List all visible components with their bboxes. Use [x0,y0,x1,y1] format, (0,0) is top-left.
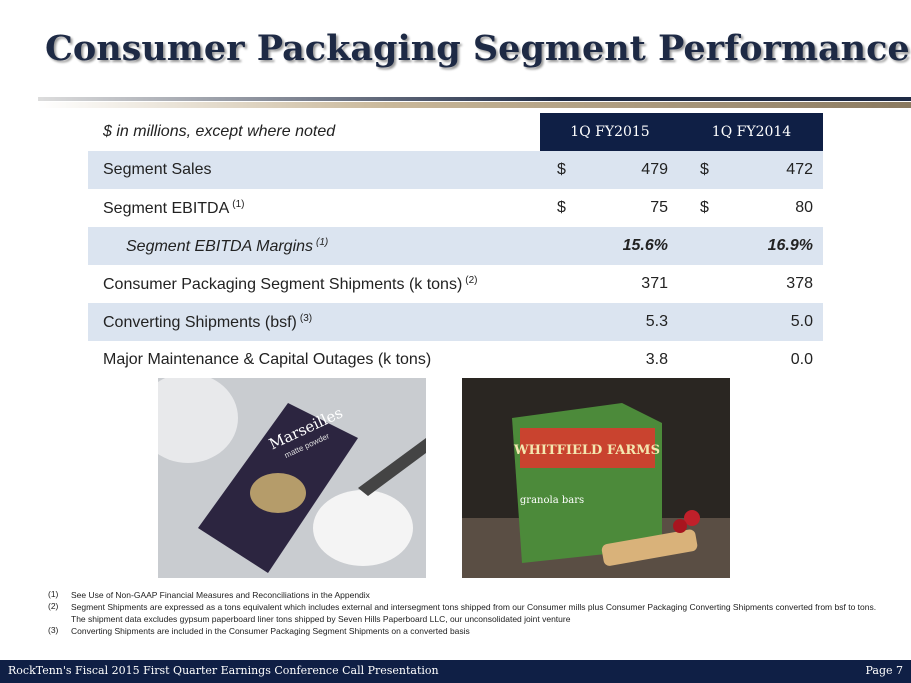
cell-value: 80 [795,199,813,216]
product-text: granola bars [520,495,584,506]
footnote-ref: (1) [316,237,329,248]
column-header: 1Q FY2015 [540,113,680,151]
product-photo-powder: Marseilles matte powder [158,378,426,578]
footer-text: RockTenn's Fiscal 2015 First Quarter Ear… [8,664,439,677]
footnote-text: Converting Shipments are included in the… [71,626,470,636]
currency: $ [557,161,566,178]
cell-value: 479 [641,161,668,178]
cell-value: 0.0 [790,351,813,368]
footnote-marker: (1) [48,589,59,599]
row-label-text: Converting Shipments (bsf) [103,314,297,331]
row-label-text: Segment Sales [103,161,212,178]
title-rule-shadow [38,102,911,108]
brand-text: WHITFIELD FARMS [513,443,660,458]
row-label-text: Segment EBITDA [103,200,230,217]
row-label-text: Segment EBITDA Margins [126,238,314,255]
cell-value: 75 [650,199,668,216]
table-row: Major Maintenance & Capital Outages (k t… [88,341,823,379]
row-label: Segment Sales [103,161,212,179]
table-row: Segment EBITDA (1) $75 $80 [88,189,823,227]
cell-value: 16.9% [767,237,813,254]
cell-value: 378 [786,275,813,292]
slide-title: Consumer Packaging Segment Performance [45,28,910,69]
footnote-text: Segment Shipments are expressed as a ton… [71,602,877,624]
cell-value: 15.6% [622,237,668,254]
column-header: 1Q FY2014 [680,113,823,151]
cell-value: 5.3 [645,313,668,330]
table-row: Segment EBITDA Margins (1) 15.6% 16.9% [88,227,823,265]
row-label: Converting Shipments (bsf) (3) [103,313,312,332]
table-row: Consumer Packaging Segment Shipments (k … [88,265,823,303]
cell-value: 5.0 [790,313,813,330]
row-label-text: Consumer Packaging Segment Shipments (k … [103,276,463,293]
cell-value: 371 [641,275,668,292]
footnote-ref: (3) [299,313,313,324]
cell-value: 472 [786,161,813,178]
footnote-marker: (3) [48,625,59,635]
row-label: Segment EBITDA Margins (1) [126,237,328,256]
footnote-ref: (1) [232,199,245,210]
row-label: Major Maintenance & Capital Outages (k t… [103,351,431,369]
currency: $ [700,161,709,178]
row-label: Segment EBITDA (1) [103,199,245,218]
row-label: Consumer Packaging Segment Shipments (k … [103,275,478,294]
table-row: Segment Sales $479 $472 [88,151,823,189]
row-label-text: Major Maintenance & Capital Outages (k t… [103,351,432,368]
page-number: Page 7 [865,664,903,677]
footer-bar [0,660,911,683]
footnote-text: See Use of Non-GAAP Financial Measures a… [71,590,370,600]
currency: $ [700,199,709,216]
table-caption: $ in millions, except where noted [103,123,336,140]
table-row: Converting Shipments (bsf) (3) 5.3 5.0 [88,303,823,341]
product-photo-granola: WHITFIELD FARMS granola bars [462,378,730,578]
footnote-ref: (2) [465,275,478,286]
cell-value: 3.8 [645,351,668,368]
currency: $ [557,199,566,216]
title-rule [38,97,911,101]
footnote-marker: (2) [48,601,59,611]
